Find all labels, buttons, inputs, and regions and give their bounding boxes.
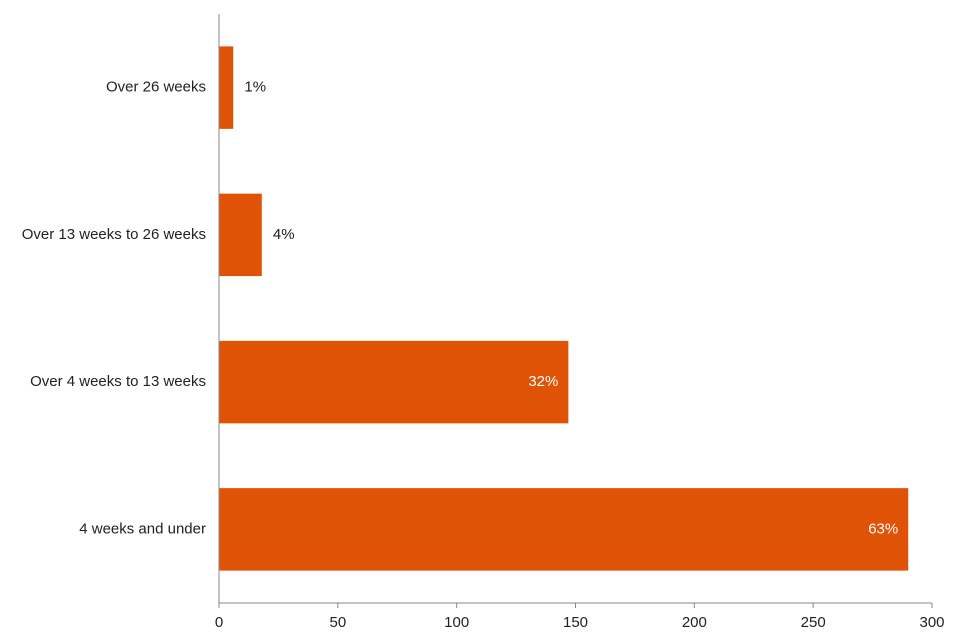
bar [219,193,262,277]
bars-layer [219,46,909,571]
x-tick-label: 50 [329,614,346,631]
bar [219,340,569,424]
bar [219,46,234,129]
data-label: 1% [244,79,266,96]
axes-layer: 0 50 100 150 200 250 300 [215,14,945,631]
data-label: 4% [273,226,295,243]
x-tick-label: 150 [563,614,588,631]
category-label: 4 weeks and under [79,520,206,537]
category-label: Over 13 weeks to 26 weeks [22,226,206,243]
category-label: Over 26 weeks [106,79,206,96]
x-tick-label: 100 [444,614,469,631]
x-tick-label: 250 [801,614,826,631]
category-label: Over 4 weeks to 13 weeks [30,373,206,390]
x-tick-label: 0 [215,614,223,631]
x-tick-label: 300 [919,614,944,631]
data-label: 63% [868,520,898,537]
data-label: 32% [528,373,558,390]
data-labels-layer: 1% 4% 32% 63% [244,79,898,538]
category-labels-layer: Over 26 weeks Over 13 weeks to 26 weeks Ov… [22,79,206,538]
bar [219,488,909,571]
x-tick-label: 200 [682,614,707,631]
